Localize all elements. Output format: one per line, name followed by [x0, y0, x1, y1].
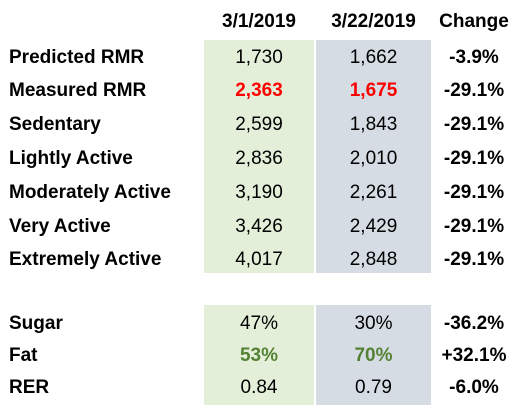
row-value-date-1: 2,599 — [235, 114, 283, 135]
row-value-date-2: 2,010 — [349, 148, 398, 169]
row-value-date-1: 4,017 — [235, 249, 283, 270]
row-value-date-2: 2,429 — [349, 216, 398, 237]
row-change: -29.1% — [443, 249, 505, 270]
row-value-date-2: 70% — [354, 345, 393, 366]
header-change: Change — [439, 11, 509, 32]
row-value-date-2: 1,675 — [349, 80, 398, 101]
row-change: +32.1% — [441, 345, 507, 366]
row-value-date-2: 2,848 — [349, 249, 398, 270]
row-value-date-1: 1,730 — [235, 47, 283, 68]
header-date-1: 3/1/2019 — [222, 11, 296, 32]
row-label: Extremely Active — [9, 249, 162, 270]
row-value-date-1: 2,836 — [235, 148, 283, 169]
row-value-date-1: 3,426 — [235, 216, 283, 237]
col-a-shading-top — [204, 40, 314, 273]
row-value-date-1: 53% — [239, 345, 279, 366]
row-label: Moderately Active — [9, 182, 171, 203]
row-change: -29.1% — [443, 216, 505, 237]
row-value-date-1: 47% — [239, 313, 279, 334]
row-value-date-1: 0.84 — [240, 377, 278, 398]
header-date-2: 3/22/2019 — [331, 11, 416, 32]
row-label: Lightly Active — [9, 148, 133, 169]
row-change: -29.1% — [443, 80, 505, 101]
row-label: Measured RMR — [9, 80, 147, 101]
col-b-shading-bottom — [316, 305, 431, 405]
row-value-date-2: 1,662 — [349, 47, 398, 68]
row-change: -29.1% — [443, 182, 505, 203]
col-b-shading-top — [316, 40, 431, 273]
row-value-date-2: 30% — [354, 313, 393, 334]
row-label: Predicted RMR — [9, 47, 145, 68]
row-change: -6.0% — [449, 377, 499, 398]
row-value-date-2: 1,843 — [349, 114, 398, 135]
row-change: -3.9% — [449, 47, 499, 68]
row-value-date-2: 0.79 — [355, 377, 392, 398]
row-change: -36.2% — [443, 313, 505, 334]
row-change: -29.1% — [443, 148, 505, 169]
col-a-shading-bottom — [204, 305, 314, 405]
row-label: Fat — [9, 345, 38, 366]
row-value-date-1: 2,363 — [235, 80, 283, 101]
row-change: -29.1% — [443, 114, 505, 135]
row-value-date-1: 3,190 — [235, 182, 283, 203]
row-label: Very Active — [9, 216, 111, 237]
row-label: Sedentary — [9, 114, 101, 135]
row-label: Sugar — [9, 313, 63, 334]
row-value-date-2: 2,261 — [349, 182, 398, 203]
row-label: RER — [9, 377, 50, 398]
